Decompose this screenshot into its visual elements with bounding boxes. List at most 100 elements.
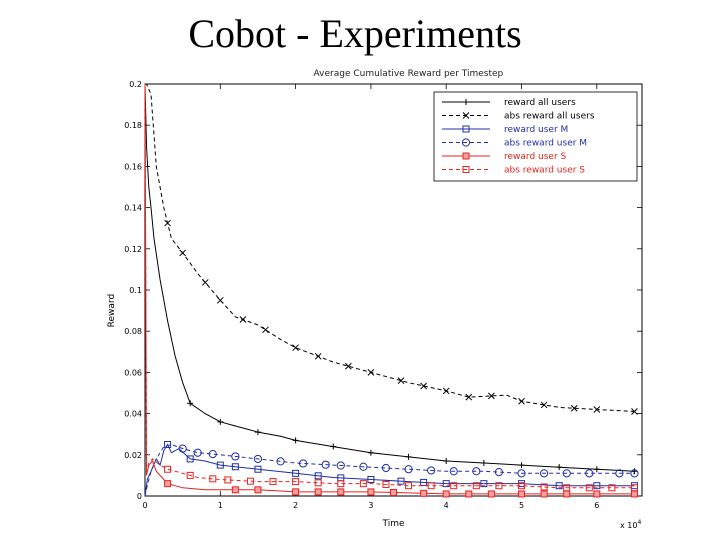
y-tick-label: 0.02: [124, 451, 142, 460]
data-point: [193, 448, 202, 457]
data-point: [276, 457, 285, 466]
legend-label: abs reward user M: [504, 139, 587, 149]
data-point: [359, 480, 367, 488]
series-line: [144, 443, 635, 497]
data-point: [231, 486, 239, 494]
data-point: [517, 469, 526, 478]
data-point: [593, 482, 601, 490]
data-point: [231, 463, 239, 471]
data-point: [563, 484, 571, 492]
y-tick-label: 0.18: [124, 121, 142, 130]
data-point: [367, 476, 375, 484]
data-point: [164, 480, 172, 488]
data-point: [593, 466, 600, 473]
x-axis-multiplier-exponent: 4: [637, 519, 641, 526]
data-point: [292, 437, 299, 444]
data-point: [427, 466, 436, 475]
data-point: [314, 479, 322, 487]
x-tick-label: 1: [218, 501, 223, 510]
y-tick-label: 0.12: [124, 245, 142, 254]
data-point: [570, 404, 578, 412]
y-tick-label: 0.06: [124, 368, 142, 377]
data-point: [337, 480, 345, 488]
data-point: [269, 478, 277, 486]
y-tick-label: 0.2: [129, 80, 142, 89]
data-point: [164, 465, 172, 473]
data-point: [442, 490, 450, 498]
legend-label: reward all users: [504, 98, 576, 108]
x-axis-label: Time: [381, 519, 404, 529]
legend-item: reward all users: [442, 98, 576, 108]
data-point: [585, 484, 593, 492]
data-point: [518, 490, 526, 498]
series-layer: [144, 83, 639, 498]
data-point: [246, 477, 254, 485]
data-point: [397, 477, 405, 485]
x-tick-label: 5: [519, 501, 524, 510]
data-point: [480, 460, 487, 467]
x-axis-multiplier: x 104: [620, 519, 641, 530]
data-point: [555, 482, 563, 490]
data-point: [443, 457, 450, 464]
data-point: [562, 469, 571, 478]
series-3: [144, 443, 639, 497]
data-point: [367, 369, 375, 376]
data-point: [254, 465, 262, 473]
data-point: [367, 449, 374, 456]
data-point: [254, 486, 262, 494]
legend-item: abs reward user M: [442, 138, 587, 149]
data-point: [292, 344, 299, 352]
data-point: [186, 471, 194, 479]
legend-marker: [463, 99, 469, 105]
x-tick-label: 0: [142, 501, 147, 510]
data-point: [631, 408, 638, 415]
data-point: [540, 490, 548, 498]
data-point: [382, 480, 390, 488]
data-point: [208, 450, 217, 459]
data-point: [518, 482, 526, 490]
legend-item: reward user S: [442, 152, 567, 162]
data-point: [465, 393, 473, 401]
y-tick-label: 0.1: [129, 286, 142, 295]
legend-item: abs reward user S: [442, 166, 585, 176]
y-tick-label: 0.04: [124, 410, 142, 419]
legend-marker: [461, 138, 471, 147]
x-axis-multiplier-base: x 10: [620, 521, 637, 530]
chart: Average Cumulative Reward per Timestep 0…: [102, 62, 662, 532]
data-point: [187, 400, 194, 407]
data-point: [405, 453, 412, 460]
data-point: [630, 469, 639, 478]
data-point: [449, 467, 458, 476]
y-axis-label: Reward: [107, 294, 117, 328]
legend-label: reward user S: [504, 152, 567, 162]
data-point: [540, 401, 548, 409]
data-point: [397, 377, 405, 384]
data-point: [465, 490, 473, 498]
data-point: [390, 488, 397, 496]
data-point: [209, 475, 217, 483]
chart-title: Average Cumulative Reward per Timestep: [314, 69, 504, 79]
x-tick-label: 3: [368, 501, 373, 510]
data-point: [593, 406, 601, 413]
y-tick-label: 0: [137, 492, 142, 501]
data-point: [292, 478, 300, 486]
data-point: [630, 490, 638, 498]
data-point: [556, 464, 563, 471]
data-point: [201, 279, 209, 286]
data-point: [217, 418, 224, 425]
data-point: [164, 219, 171, 227]
y-tick-label: 0.08: [124, 327, 142, 336]
data-point: [336, 461, 345, 470]
data-point: [299, 459, 308, 468]
data-point: [420, 382, 427, 390]
data-point: [254, 429, 261, 436]
data-point: [518, 397, 525, 405]
y-tick-label: 0.14: [124, 204, 142, 213]
data-point: [494, 468, 504, 477]
legend-marker: [462, 152, 470, 160]
data-point: [593, 490, 601, 498]
legend-marker: [462, 166, 470, 173]
series-1: [145, 83, 638, 415]
legend-item: reward user M: [442, 125, 568, 135]
data-point: [487, 490, 495, 498]
